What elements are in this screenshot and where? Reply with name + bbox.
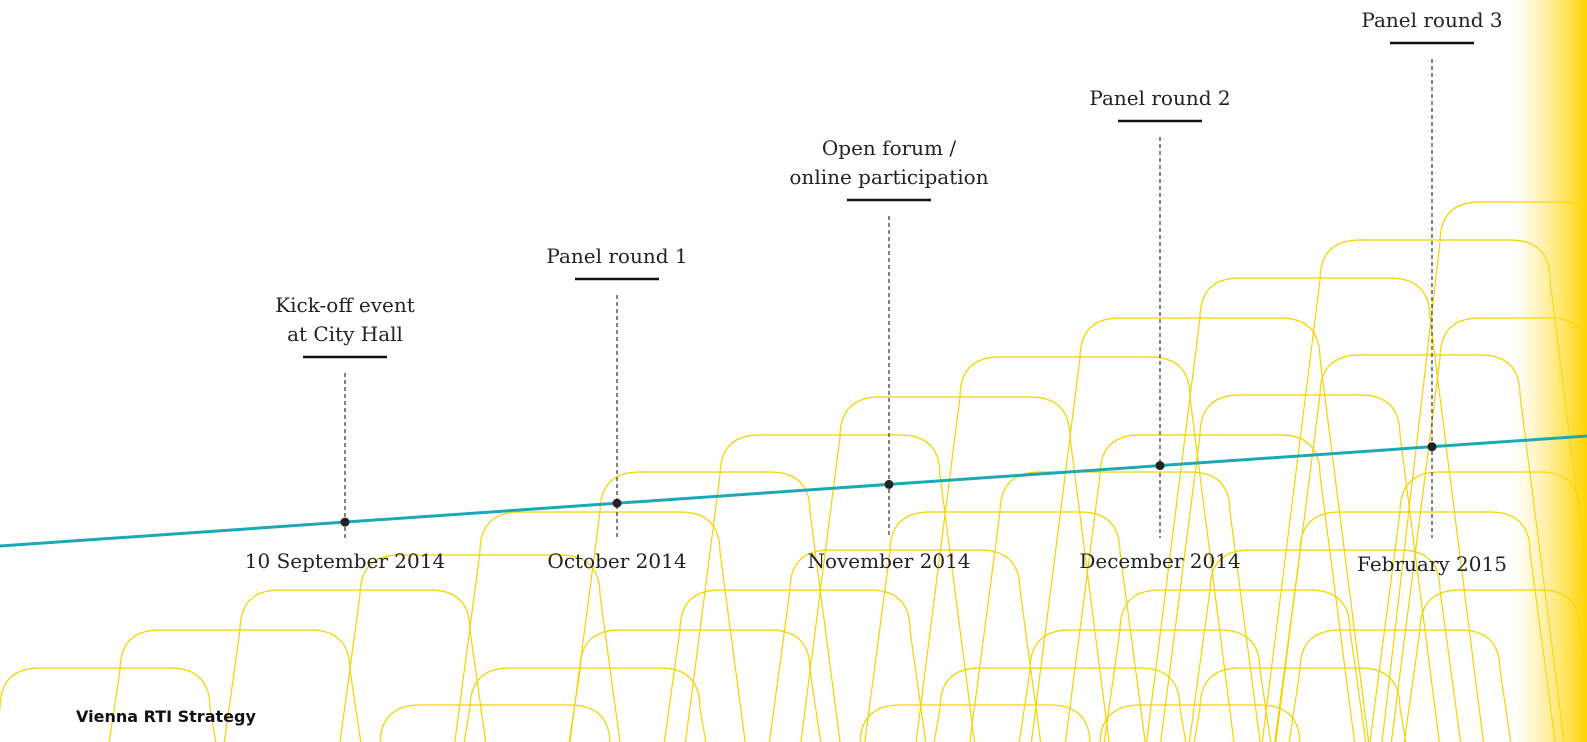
arch <box>933 667 1187 742</box>
event-label: Panel round 2 <box>1089 86 1230 110</box>
arch <box>454 511 746 742</box>
arch <box>1160 394 1440 742</box>
event-dot <box>340 517 350 527</box>
event-label: Kick-off event <box>275 293 415 317</box>
event-date: February 2015 <box>1357 552 1507 576</box>
arch <box>969 471 1261 742</box>
event-dot <box>1155 461 1165 471</box>
event-dot <box>1427 442 1437 452</box>
arch <box>339 554 621 742</box>
arch <box>379 704 611 742</box>
event-date: October 2014 <box>547 549 686 573</box>
event-label: online participation <box>789 165 988 189</box>
arch <box>859 704 1091 742</box>
arch <box>1064 434 1356 742</box>
footer-title: Vienna RTI Strategy <box>76 707 256 726</box>
arch <box>0 667 217 742</box>
event-label: at City Hall <box>287 322 403 346</box>
arch <box>1274 511 1556 742</box>
arch <box>1145 277 1485 742</box>
event-dot <box>612 498 622 508</box>
arch <box>768 549 1042 742</box>
event-dot <box>884 479 894 489</box>
event-date: 10 September 2014 <box>245 549 445 573</box>
arch <box>1018 629 1272 742</box>
arch <box>915 356 1235 742</box>
arch <box>569 471 841 742</box>
arch <box>663 589 927 742</box>
decoration <box>0 201 1587 742</box>
arch <box>568 629 822 742</box>
arch <box>800 396 1110 742</box>
timeline-axis <box>0 434 1587 548</box>
arch <box>108 629 362 742</box>
event-date: December 2014 <box>1079 549 1240 573</box>
arch <box>1188 549 1462 742</box>
event-label: Panel round 1 <box>546 244 687 268</box>
arch <box>1103 589 1367 742</box>
arch <box>1288 629 1512 742</box>
event-label: Open forum / <box>822 136 956 160</box>
arch <box>684 434 976 742</box>
arch <box>223 589 487 742</box>
events: Kick-off event at City Hall 10 September 2… <box>245 8 1507 576</box>
event-date: November 2014 <box>807 549 970 573</box>
arch <box>1030 317 1370 742</box>
arch <box>463 667 707 742</box>
event-label: Panel round 3 <box>1361 8 1502 32</box>
arch <box>864 511 1146 742</box>
edge-gradient <box>1515 0 1587 742</box>
